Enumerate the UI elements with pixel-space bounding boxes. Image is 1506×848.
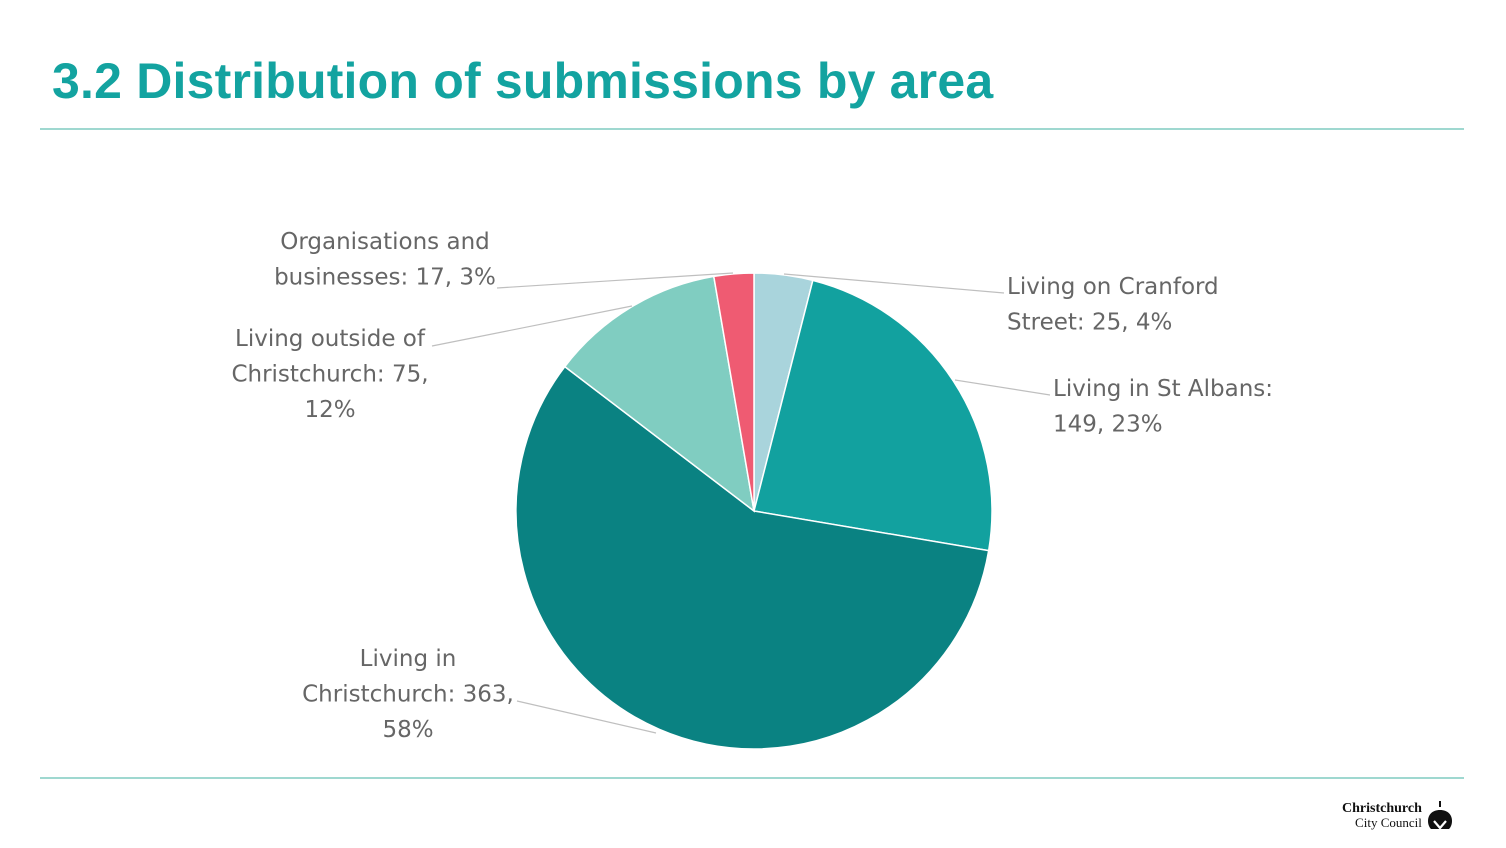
slice-label-line: Living in St Albans:	[1053, 376, 1273, 402]
leader-line-2	[954, 379, 1051, 396]
cathedral-logo-icon	[1427, 801, 1452, 830]
pie-slice-5	[712, 272, 755, 512]
slice-label-line: 58%	[382, 717, 433, 743]
bottom-divider	[40, 777, 1464, 779]
slice-label-line: Christchurch: 75,	[231, 362, 428, 388]
leader-line-1	[783, 273, 1005, 294]
pie-slice-3	[515, 365, 990, 750]
top-divider	[40, 128, 1464, 130]
leader-line-3	[516, 700, 657, 734]
pie-slices	[515, 272, 993, 750]
slice-label-line: businesses: 17, 3%	[274, 265, 496, 291]
leader-line-4	[431, 305, 633, 347]
slice-label-3: Living in Christchurch: 363, 58%	[302, 646, 514, 743]
pie-slice-2	[753, 279, 993, 552]
council-logo: Christchurch City Council	[1342, 800, 1455, 832]
leader-lines	[431, 272, 1051, 734]
page-title: 3.2 Distribution of submissions by area	[52, 53, 994, 109]
slice-label-line: Christchurch: 363,	[302, 682, 514, 708]
slice-label-2: Living in St Albans: 149, 23%	[1053, 376, 1273, 438]
logo-text-line2: City Council	[1355, 815, 1422, 830]
slice-label-line: 12%	[304, 397, 355, 423]
slice-label-line: Living on Cranford	[1007, 274, 1219, 300]
logo-text-line1: Christchurch	[1342, 801, 1422, 816]
slice-label-line: Living in	[360, 646, 457, 672]
slice-label-4: Living outside of Christchurch: 75, 12%	[231, 326, 428, 423]
leader-line-5	[496, 272, 734, 289]
slice-label-1: Living on Cranford Street: 25, 4%	[1007, 274, 1219, 336]
pie-slice-4	[563, 275, 756, 513]
slice-label-line: Living outside of	[235, 326, 426, 352]
slice-label-5: Organisations and businesses: 17, 3%	[274, 229, 496, 291]
slice-labels: Living on Cranford Street: 25, 4% Living i…	[231, 229, 1273, 743]
slice-label-line: Street: 25, 4%	[1007, 310, 1172, 336]
slice-label-line: 149, 23%	[1053, 412, 1163, 438]
slice-label-line: Organisations and	[280, 229, 490, 255]
